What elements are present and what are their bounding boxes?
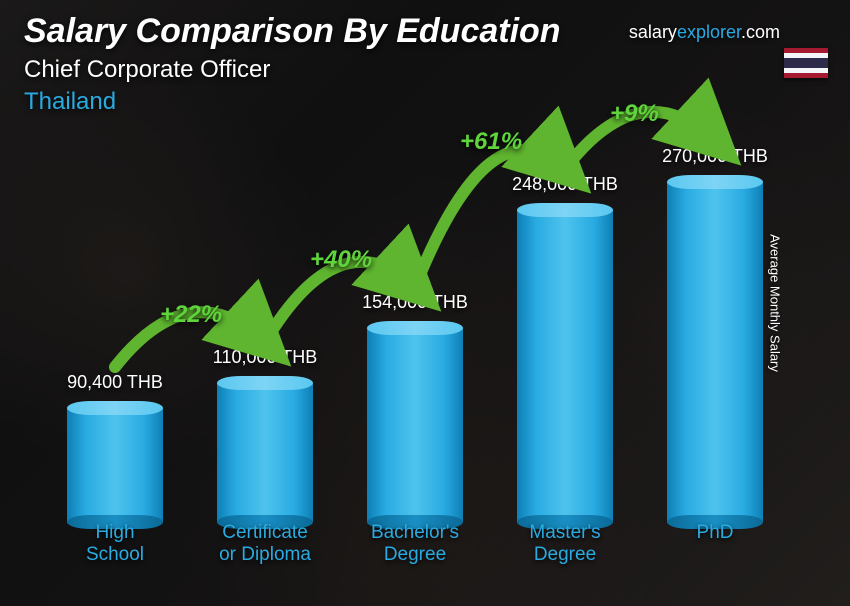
bar-label: Certificateor Diploma: [198, 522, 333, 566]
brand-mid: explorer: [677, 22, 741, 42]
delta-pct: +61%: [460, 128, 522, 156]
delta-pct: +22%: [160, 301, 222, 329]
delta-arrows: [40, 66, 790, 526]
content-layer: Salary Comparison By Education Chief Cor…: [0, 0, 850, 606]
bar-label: HighSchool: [48, 522, 183, 566]
thailand-flag-icon: [784, 48, 828, 78]
chart-title: Salary Comparison By Education: [24, 12, 561, 51]
bar-label: Bachelor'sDegree: [348, 522, 483, 566]
delta-arrow-2: [415, 150, 565, 287]
bar-label: PhD: [648, 522, 783, 566]
labels-container: HighSchool Certificateor Diploma Bachelor'…: [40, 522, 790, 566]
brand-suffix: .com: [741, 22, 780, 42]
brand-text: salaryexplorer.com: [629, 22, 780, 43]
bar-label: Master'sDegree: [498, 522, 633, 566]
brand-prefix: salary: [629, 22, 677, 42]
delta-pct: +40%: [310, 246, 372, 274]
bar-chart: 90,400 THB110,000 THB154,000 THB248,000 …: [40, 146, 790, 566]
delta-pct: +9%: [610, 100, 659, 128]
